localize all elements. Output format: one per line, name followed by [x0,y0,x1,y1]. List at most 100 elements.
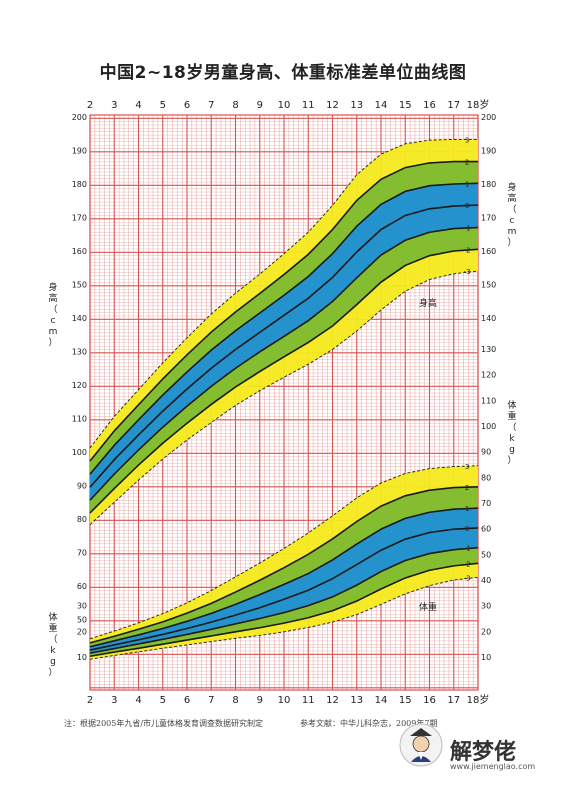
x-tick-top: 17 [447,100,460,111]
x-tick-top: 11 [302,100,315,111]
x-tick-top: 12 [326,100,339,111]
height-y-tick-right: 190 [481,147,496,156]
height-y-tick-right: 160 [481,247,496,256]
weight-sd-label: 0 [465,525,469,533]
height-line-0 [89,204,479,488]
height-axis-label-right: 身高（ c m） [507,181,516,248]
weight-y-tick-left: 20 [77,627,87,636]
weight-y-tick-right: 60 [481,525,491,534]
weight-sd-label: -3 [464,574,471,582]
height-sd-label: -2 [464,246,471,254]
height-y-tick-left: 140 [72,314,87,323]
x-tick-top: 8 [232,100,238,111]
watermark-text: 解梦佬 [450,740,517,765]
x-tick-top: 10 [278,100,291,111]
x-tick-bottom: 7 [208,695,214,706]
weight-y-tick-right: 110 [481,396,496,405]
height-line--1 [89,226,479,501]
x-tick-bottom: 2 [87,695,93,706]
height-sd-label: 1 [465,180,469,188]
height-y-tick-left: 160 [72,247,87,256]
x-tick-top: 6 [184,100,190,111]
x-tick-top: 9 [257,100,263,111]
height-y-tick-left: 130 [72,348,87,357]
height-y-tick-right: 200 [481,113,496,122]
x-tick-bottom: 13 [350,695,363,706]
height-y-tick-right: 150 [481,281,496,290]
x-tick-top: 16 [423,100,436,111]
height-line-1 [89,182,479,475]
height-y-tick-left: 190 [72,147,87,156]
x-tick-top: 15 [399,100,412,111]
height-y-tick-left: 100 [72,448,87,457]
height-y-tick-left: 90 [77,482,87,491]
weight-y-tick-right: 70 [481,499,491,508]
height-y-tick-left: 120 [72,381,87,390]
weight-y-tick-right: 20 [481,627,491,636]
footnote: 注：根据2005年九省/市儿童体格发育调查数据研究制定 [64,719,264,728]
x-tick-bottom: 5 [160,695,166,706]
height-y-tick-left: 150 [72,281,87,290]
x-tick-bottom: 14 [375,695,388,706]
height-line-3 [89,138,478,449]
weight-y-tick-right: 40 [481,576,491,585]
x-tick-bottom: 12 [326,695,339,706]
height-sd-label: -3 [464,268,471,276]
x-tick-bottom: 11 [302,695,315,706]
watermark-url: www.jiemenglao.com [450,762,536,771]
height-line--2 [89,248,479,514]
weight-y-tick-right: 100 [481,422,496,431]
x-tick-bottom: 15 [399,695,412,706]
weight-y-tick-right: 80 [481,473,491,482]
height-y-tick-right: 180 [481,180,496,189]
weight-y-tick-right: 30 [481,602,491,611]
weight-line-3 [89,465,479,640]
x-tick-top: 7 [208,100,214,111]
weight-y-tick-right: 50 [481,550,491,559]
x-tick-top: 5 [160,100,166,111]
weight-y-tick-left: 10 [77,653,87,662]
x-tick-bottom: 18岁 [467,693,490,706]
x-tick-bottom: 16 [423,695,436,706]
height-y-tick-left: 180 [72,180,87,189]
weight-line--2 [89,562,479,658]
weight-line--3 [89,576,479,660]
weight-line--1 [89,546,479,654]
weight-sd-label: -1 [464,545,471,553]
x-tick-bottom: 4 [135,695,141,706]
weight-band-1sd [90,508,478,654]
reference-note: 参考文献：中华儿科杂志，2009年7期 [300,719,438,728]
height-y-tick-left: 80 [77,515,87,524]
x-tick-top: 3 [111,100,117,111]
x-tick-bottom: 8 [232,695,238,706]
x-tick-bottom: 6 [184,695,190,706]
height-y-tick-left: 170 [72,214,87,223]
height-y-tick-left: 110 [72,415,87,424]
height-y-tick-left: 200 [72,113,87,122]
height-sd-label: 2 [465,159,469,167]
height-axis-label-left: 身高（ c m） [48,281,57,348]
x-tick-top: 13 [350,100,363,111]
x-tick-bottom: 3 [111,695,117,706]
weight-sd-label: -2 [464,560,471,568]
height-line--3 [89,270,479,526]
weight-line-1 [89,507,479,648]
yin-yang-sage-icon [399,723,443,767]
height-line-2 [89,160,478,462]
height-y-tick-right: 170 [481,214,496,223]
weight-line-2 [89,486,479,644]
x-tick-bottom: 9 [257,695,263,706]
height-y-tick-right: 140 [481,314,496,323]
x-tick-top: 18岁 [467,98,490,111]
weight-y-tick-right: 120 [481,371,496,380]
x-tick-top: 2 [87,100,93,111]
weight-y-tick-right: 130 [481,345,496,354]
height-sd-label: -1 [464,225,471,233]
height-y-tick-left: 60 [77,582,87,591]
weight-curve-label: 体重 [419,601,437,613]
weight-sd-label: 3 [465,463,469,471]
weight-line-0 [89,527,479,651]
weight-y-tick-left: 30 [77,602,87,611]
height-band-1sd [90,183,478,501]
